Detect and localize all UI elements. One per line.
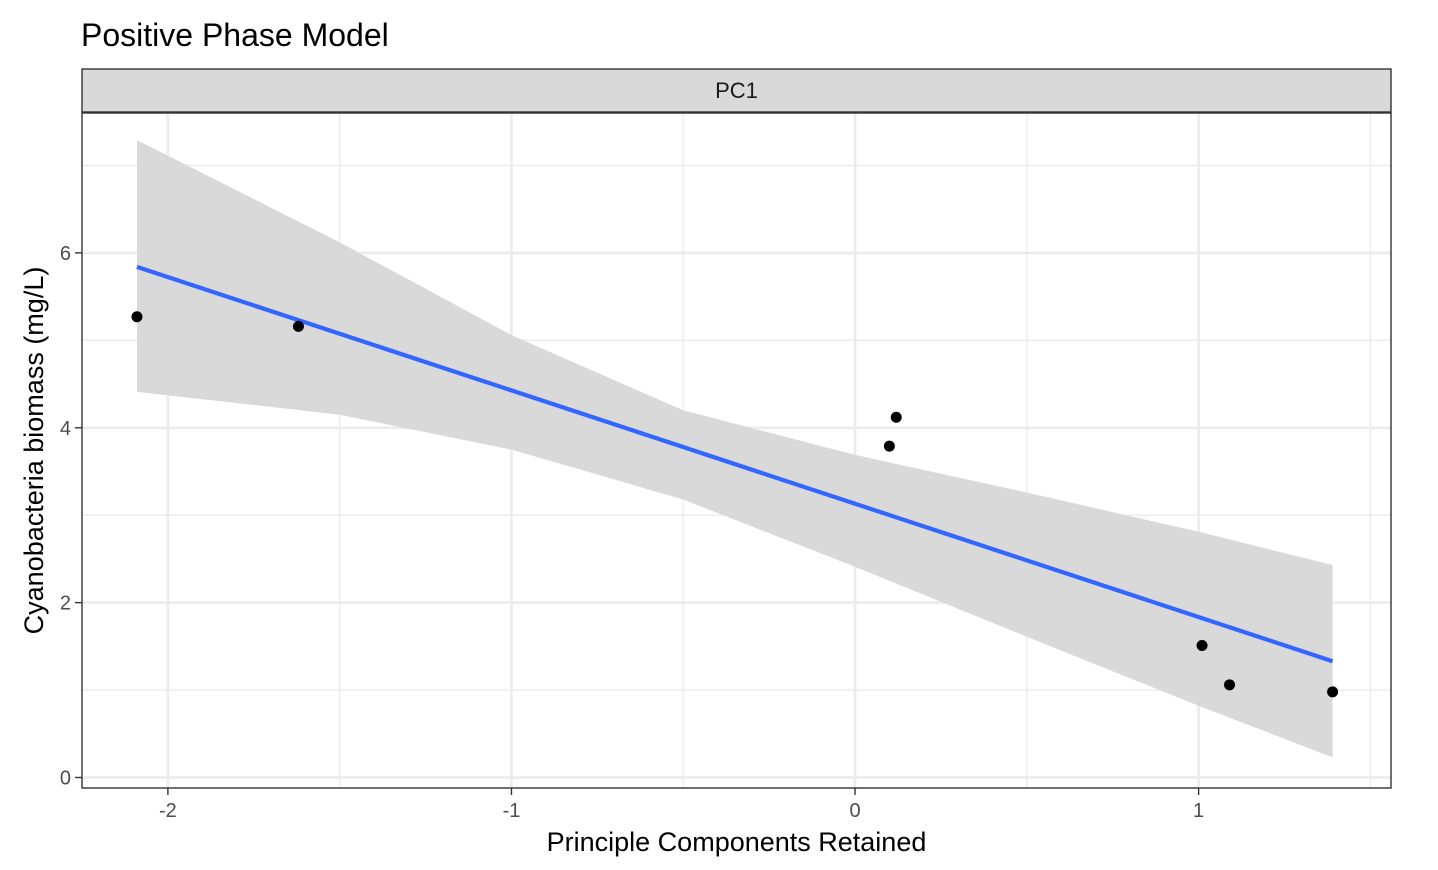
x-tick-label: 0 (849, 800, 860, 822)
data-point (890, 411, 902, 423)
x-tick-label: -1 (503, 800, 521, 822)
data-point (883, 440, 895, 452)
y-axis-title: Cyanobacteria biomass (mg/L) (19, 267, 49, 635)
panel-border (81, 112, 1392, 789)
y-tick-label: 6 (60, 243, 71, 265)
y-tick-label: 4 (60, 418, 71, 440)
x-tick-label: 1 (1193, 800, 1204, 822)
facet-strip-label: PC1 (715, 78, 758, 103)
data-point (1327, 686, 1339, 698)
confidence-band-layer (137, 140, 1333, 758)
y-axis: 0 2 4 6 (60, 243, 82, 790)
x-tick-label: -2 (159, 800, 177, 822)
confidence-band (137, 140, 1333, 758)
data-point (1224, 679, 1236, 691)
chart-title: Positive Phase Model (81, 17, 389, 53)
data-point (131, 311, 143, 323)
x-axis-title: Principle Components Retained (547, 827, 927, 857)
fit-line (136, 264, 1334, 664)
data-point (292, 320, 304, 332)
y-tick-label: 0 (60, 768, 71, 790)
points-layer (131, 311, 1339, 698)
fit-line-layer (136, 264, 1334, 664)
x-axis: -2 -1 0 1 (159, 788, 1204, 822)
facet-strip (81, 68, 1392, 113)
y-tick-label: 2 (60, 593, 71, 615)
data-point (1196, 639, 1208, 651)
